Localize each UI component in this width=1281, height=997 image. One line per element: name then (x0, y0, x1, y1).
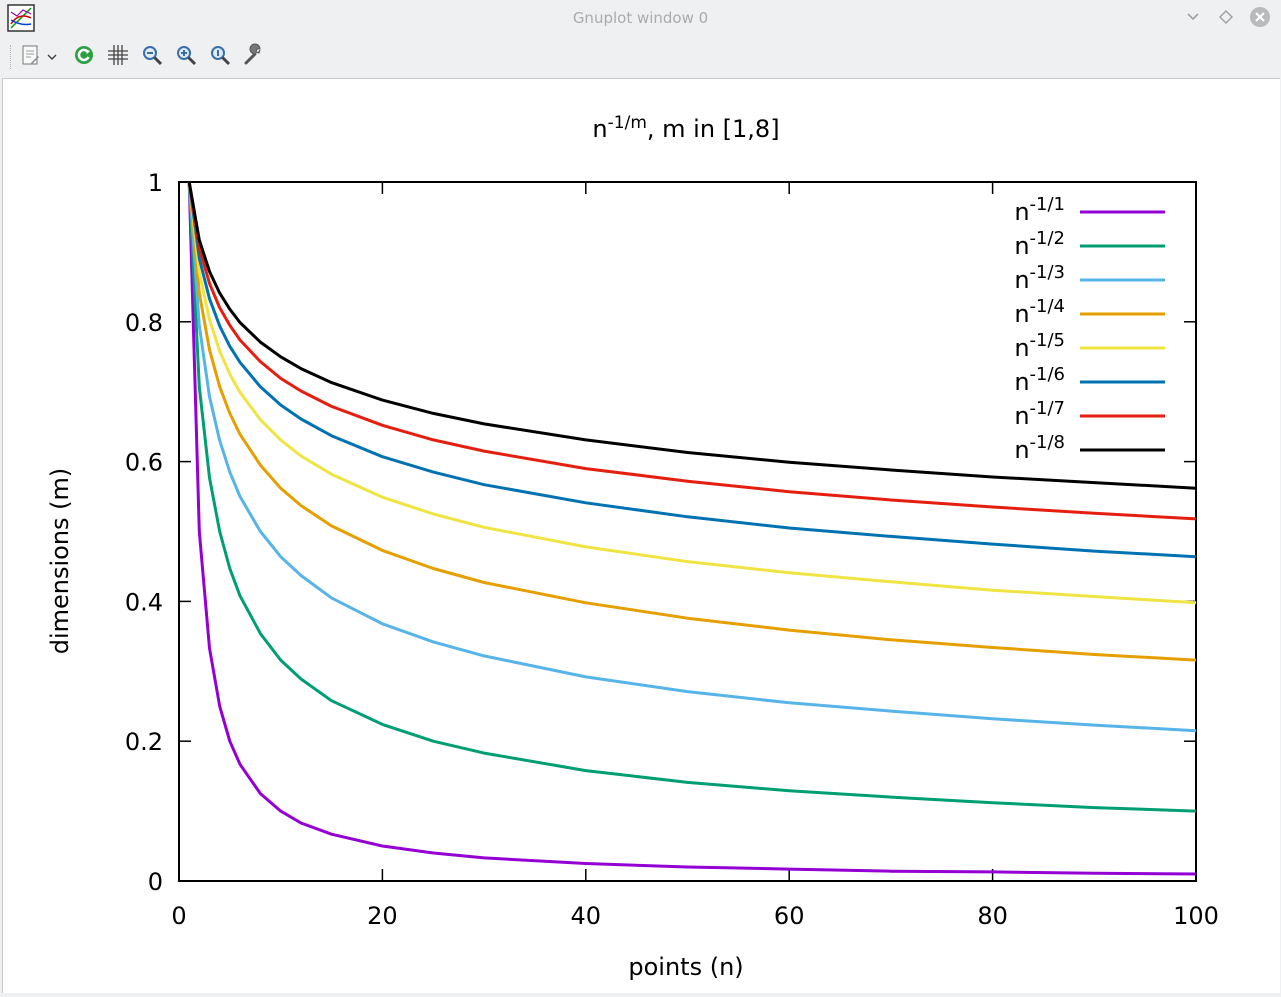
plot-canvas[interactable]: 0 20 40 60 80 100 0 0.2 0.4 0.6 0.8 1 n-1/1 n-1/2 n-1… (2, 78, 1280, 993)
minimize-button[interactable] (1181, 7, 1205, 31)
chart-title-sup: -1/m (608, 113, 647, 133)
y-axis-label: dimensions (m) (46, 468, 74, 655)
x-tick-label: 0 (171, 902, 186, 930)
replot-icon (72, 43, 96, 71)
legend-label-7: n-1/7 (1014, 398, 1065, 430)
x-axis-label: points (n) (628, 953, 743, 981)
plot-border (178, 181, 1197, 882)
legend-label-3: n-1/3 (1014, 262, 1065, 294)
series-line-6 (187, 181, 1197, 559)
gnuplot-icon (7, 4, 35, 32)
zoom-previous-button[interactable] (138, 43, 166, 71)
copy-to-clipboard-button[interactable] (16, 43, 44, 71)
x-tick-label: 100 (1173, 902, 1219, 930)
replot-button[interactable] (70, 43, 98, 71)
legend-label-4: n-1/4 (1014, 296, 1065, 328)
legend-label-base: n (1014, 436, 1029, 464)
legend-label-base: n (1014, 334, 1029, 362)
legend-label-base: n (1014, 300, 1029, 328)
series-line-1 (187, 181, 1197, 876)
configure-wrench-icon (242, 43, 266, 71)
zoom-previous-icon (140, 43, 164, 71)
legend-label-base: n (1014, 198, 1029, 226)
x-tick-label: 40 (571, 902, 602, 930)
grid-icon (106, 43, 130, 71)
legend-label-8: n-1/8 (1014, 432, 1065, 464)
toolbar-separator (10, 45, 13, 69)
diamond-icon (1218, 9, 1234, 29)
legend-label-base: n (1014, 368, 1029, 396)
chart-title: n-1/m, m in [1,8] (592, 113, 779, 143)
series-line-8 (187, 181, 1197, 490)
close-button[interactable] (1248, 7, 1272, 31)
y-tick-label: 0.4 (125, 588, 163, 616)
legend-label-sup: -1/5 (1030, 330, 1065, 351)
legend-label-6: n-1/6 (1014, 364, 1065, 396)
x-tick-label: 60 (774, 902, 805, 930)
series-line-7 (187, 181, 1197, 521)
chart-title-rest: , m in [1,8] (647, 115, 780, 143)
zoom-next-button[interactable] (172, 43, 200, 71)
series-line-2 (187, 181, 1197, 813)
zoom-autoscale-icon (208, 43, 232, 71)
maximize-button[interactable] (1214, 7, 1238, 31)
window-title: Gnuplot window 0 (572, 9, 709, 27)
toolbar (0, 37, 1281, 77)
chevron-down-icon (1185, 9, 1201, 29)
legend-label-sup: -1/6 (1030, 364, 1065, 385)
legend-label-base: n (1014, 402, 1029, 430)
x-tick-label: 20 (367, 902, 398, 930)
dropdown-chevron-icon (46, 48, 58, 67)
series-line-4 (187, 181, 1197, 662)
legend-label-base: n (1014, 266, 1029, 294)
legend-label-1: n-1/1 (1014, 194, 1065, 226)
series-line-3 (187, 181, 1197, 733)
zoom-autoscale-button[interactable] (206, 43, 234, 71)
y-tick-label: 1 (148, 169, 163, 197)
toolbar-dropdown-button[interactable] (44, 43, 60, 71)
legend-label-base: n (1014, 232, 1029, 260)
x-tick-label: 80 (977, 902, 1008, 930)
legend-label-sup: -1/7 (1030, 398, 1065, 419)
legend-label-sup: -1/4 (1030, 296, 1065, 317)
y-tick-label: 0.2 (125, 728, 163, 756)
configure-button[interactable] (240, 43, 268, 71)
legend-label-sup: -1/8 (1030, 432, 1065, 453)
y-tick-label: 0 (148, 868, 163, 896)
legend-label-sup: -1/2 (1030, 228, 1065, 249)
y-tick-label: 0.8 (125, 309, 163, 337)
copy-to-clipboard-icon (18, 43, 42, 71)
legend-label-sup: -1/1 (1030, 194, 1065, 215)
series-line-5 (187, 181, 1197, 605)
grid-button[interactable] (104, 43, 132, 71)
zoom-next-icon (174, 43, 198, 71)
legend-label-sup: -1/3 (1030, 262, 1065, 283)
chart-title-base: n (592, 115, 607, 143)
window-titlebar[interactable]: Gnuplot window 0 (0, 0, 1281, 37)
legend-label-5: n-1/5 (1014, 330, 1065, 362)
close-icon (1249, 6, 1271, 32)
y-tick-label: 0.6 (125, 449, 163, 477)
legend-label-2: n-1/2 (1014, 228, 1065, 260)
